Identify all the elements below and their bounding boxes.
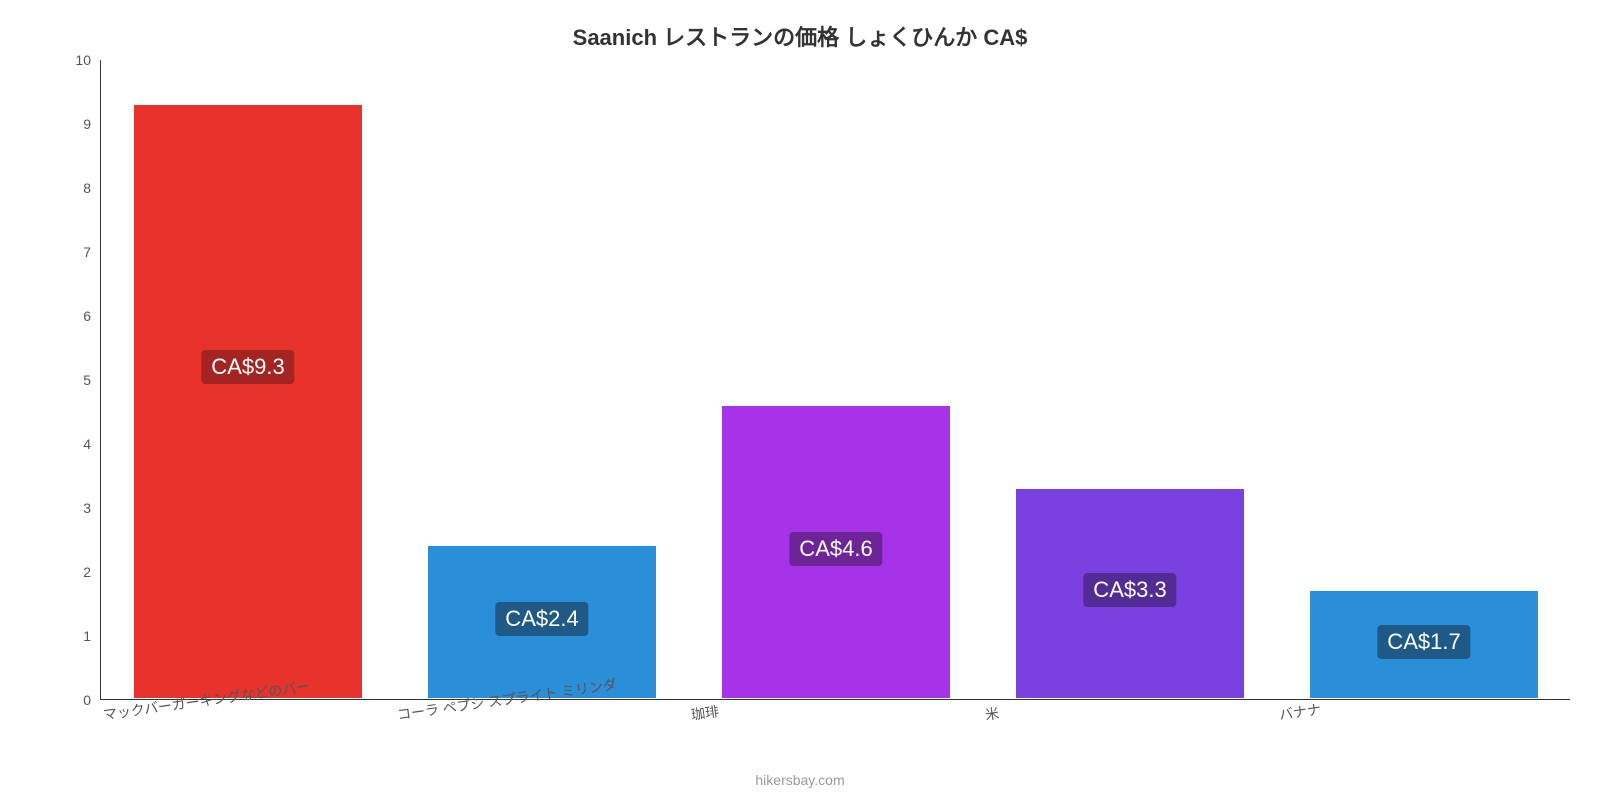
plot-area: 012345678910CA$9.3マックバーガーキングなどのバーCA$2.4コ… [100, 60, 1570, 700]
bar-value-label: CA$3.3 [1083, 573, 1176, 607]
y-tick-label: 1 [61, 628, 91, 644]
y-tick-label: 8 [61, 180, 91, 196]
y-tick-label: 2 [61, 564, 91, 580]
bar [133, 104, 362, 699]
chart-title: Saanich レストランの価格 しょくひんか CA$ [0, 20, 1600, 52]
y-tick-label: 7 [61, 244, 91, 260]
y-tick-label: 3 [61, 500, 91, 516]
bar-value-label: CA$9.3 [201, 350, 294, 384]
y-tick-label: 4 [61, 436, 91, 452]
bar-value-label: CA$1.7 [1377, 625, 1470, 659]
y-tick-label: 10 [61, 52, 91, 68]
bar-value-label: CA$2.4 [495, 602, 588, 636]
y-tick-label: 9 [61, 116, 91, 132]
attribution: hikersbay.com [0, 772, 1600, 788]
y-tick-label: 6 [61, 308, 91, 324]
x-tick-label: 珈琲 [689, 695, 720, 725]
price-bar-chart: Saanich レストランの価格 しょくひんか CA$ 012345678910… [0, 0, 1600, 800]
x-tick-label: 米 [983, 697, 1000, 725]
x-tick-label: バナナ [1277, 693, 1322, 725]
y-tick-label: 5 [61, 372, 91, 388]
y-tick-label: 0 [61, 692, 91, 708]
bar-value-label: CA$4.6 [789, 532, 882, 566]
